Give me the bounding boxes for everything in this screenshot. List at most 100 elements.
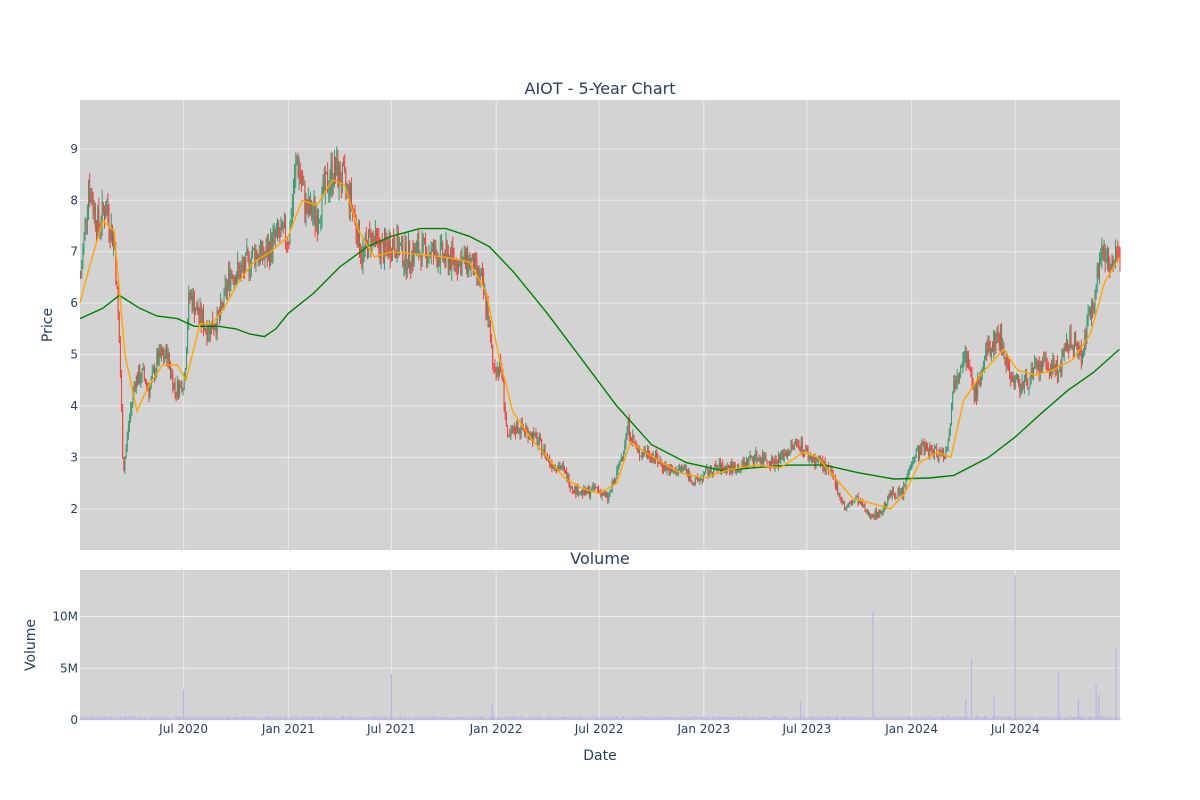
candle-body xyxy=(1052,358,1054,372)
candle-body xyxy=(327,173,329,192)
candle-body xyxy=(878,513,880,518)
candlestick xyxy=(343,156,345,167)
candle-body xyxy=(492,347,494,364)
volume-bar xyxy=(1061,718,1063,720)
volume-bar xyxy=(230,718,232,720)
volume-bar xyxy=(733,717,735,720)
candle-body xyxy=(595,486,597,488)
volume-bar xyxy=(429,717,431,720)
candle-body xyxy=(1095,284,1097,298)
candle-body xyxy=(1071,345,1073,347)
volume-bar xyxy=(148,718,150,720)
volume-bar xyxy=(821,717,823,720)
candlestick xyxy=(123,456,125,472)
price-y-tick-label: 7 xyxy=(70,245,78,259)
long-moving-average-line xyxy=(79,227,1120,480)
volume-bar xyxy=(434,715,436,720)
candlestick xyxy=(782,449,784,461)
candlestick xyxy=(389,232,391,269)
volume-bar xyxy=(387,718,389,720)
candle-body xyxy=(415,246,417,254)
candle-body xyxy=(137,376,138,385)
volume-bar xyxy=(1075,717,1077,720)
volume-bar xyxy=(740,718,742,720)
volume-bar xyxy=(88,717,89,720)
volume-bar xyxy=(583,717,585,720)
volume-bar xyxy=(762,716,763,720)
volume-bar xyxy=(675,716,677,720)
candle-body xyxy=(129,418,130,428)
candlestick xyxy=(560,464,562,470)
candlestick xyxy=(681,463,683,474)
candlestick xyxy=(1037,360,1039,371)
candle-body xyxy=(458,260,459,273)
candlestick xyxy=(629,431,631,442)
candlestick xyxy=(677,465,679,477)
candlestick xyxy=(536,432,538,447)
x-tick-label: Jan 2023 xyxy=(676,722,730,736)
candlestick xyxy=(160,344,162,362)
candle-body xyxy=(782,451,784,461)
candlestick xyxy=(225,277,227,300)
candle-body xyxy=(431,243,433,248)
volume-bar xyxy=(899,717,901,720)
volume-bar xyxy=(966,716,968,720)
candle-body xyxy=(422,237,424,242)
candlestick xyxy=(253,247,255,251)
volume-bar xyxy=(1017,717,1018,720)
candle-body xyxy=(913,458,915,461)
candlestick xyxy=(593,483,595,493)
volume-bar xyxy=(378,716,380,720)
volume-bar xyxy=(442,717,444,720)
candle-body xyxy=(1116,251,1118,253)
candle-body xyxy=(1036,360,1038,368)
candlestick xyxy=(759,455,761,467)
volume-bar xyxy=(288,717,290,720)
volume-bar xyxy=(805,717,807,720)
candle-body xyxy=(303,184,305,186)
volume-bar xyxy=(929,715,931,720)
volume-bar xyxy=(1101,717,1103,720)
volume-bar xyxy=(501,717,503,720)
candle-body xyxy=(263,258,265,260)
candle-body xyxy=(1037,362,1039,368)
candle-body xyxy=(968,358,970,369)
candle-body xyxy=(964,351,966,359)
candlestick xyxy=(765,452,767,461)
candlestick xyxy=(113,229,115,257)
candlestick xyxy=(881,510,883,517)
candle-body xyxy=(757,458,759,461)
candle-body xyxy=(187,326,189,350)
candlestick xyxy=(446,239,448,258)
candle-body xyxy=(962,358,964,367)
candle-body xyxy=(780,455,782,460)
volume-bar xyxy=(180,716,182,720)
volume-bar xyxy=(792,716,794,720)
candle-body xyxy=(541,439,543,454)
candle-body xyxy=(982,367,984,370)
candlestick xyxy=(693,481,695,487)
volume-bar xyxy=(1111,716,1113,720)
volume-bar xyxy=(367,718,368,720)
candle-body xyxy=(93,205,95,213)
volume-bar xyxy=(133,716,135,720)
candle-body xyxy=(715,464,717,467)
candlestick xyxy=(781,449,783,461)
candle-body xyxy=(1011,376,1013,381)
volume-bar xyxy=(145,716,146,720)
candle-body xyxy=(749,455,751,461)
candle-body xyxy=(690,473,692,481)
volume-bar xyxy=(582,718,584,720)
volume-bar xyxy=(300,717,302,720)
candle-body xyxy=(558,466,560,469)
candlestick xyxy=(247,247,249,263)
candlestick xyxy=(141,368,143,383)
candle-body xyxy=(304,184,306,214)
candle-body xyxy=(390,257,392,259)
candlestick xyxy=(259,239,261,265)
candlestick xyxy=(504,401,506,421)
candle-body xyxy=(986,349,988,354)
volume-bar xyxy=(672,717,674,720)
candle-body xyxy=(1019,383,1021,392)
candlestick xyxy=(294,163,296,194)
